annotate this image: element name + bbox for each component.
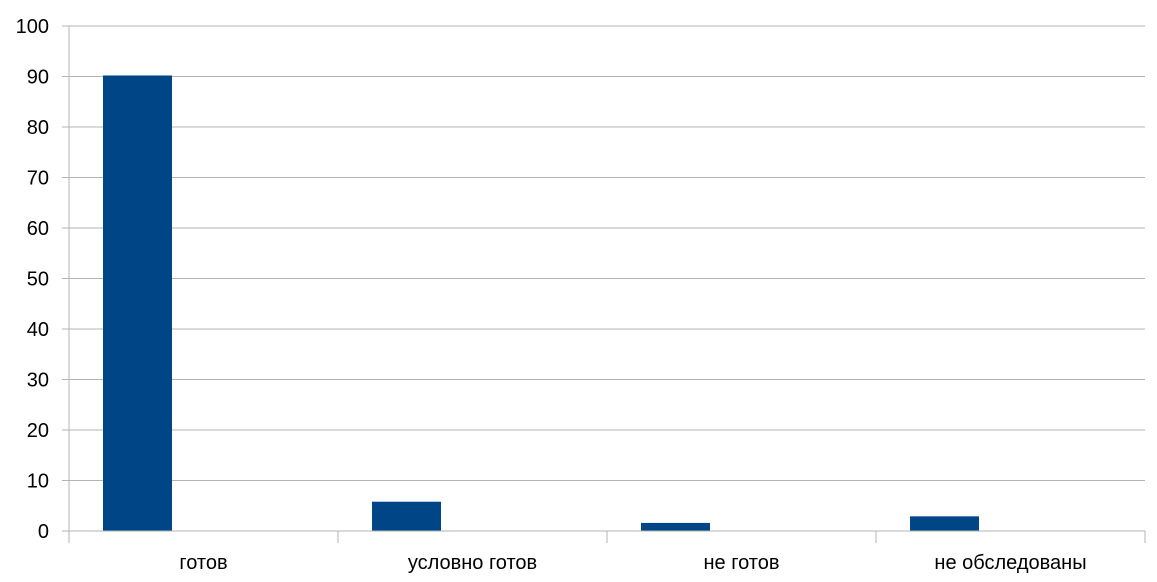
bars xyxy=(103,75,979,532)
bar xyxy=(910,516,979,531)
x-tick-label: не обследованы xyxy=(934,552,1086,574)
y-tick-label: 0 xyxy=(38,521,49,543)
tick-labels: 0 10 20 30 40 50 60 70 80 90 100 готов условно готов… xyxy=(16,16,1087,574)
axes xyxy=(62,25,1146,543)
y-tick-label: 80 xyxy=(27,117,49,139)
x-tick-label: не готов xyxy=(704,552,780,574)
x-tick-label: готов xyxy=(179,552,227,574)
bar xyxy=(372,501,441,531)
x-tick-label: условно готов xyxy=(408,552,537,574)
y-tick-label: 70 xyxy=(27,168,49,190)
y-tick-label: 90 xyxy=(27,67,49,89)
y-tick-label: 60 xyxy=(27,218,49,240)
y-tick-label: 10 xyxy=(27,471,49,493)
bar xyxy=(641,522,710,531)
bar xyxy=(103,75,172,532)
y-tick-label: 40 xyxy=(27,319,49,341)
y-tick-label: 50 xyxy=(27,269,49,291)
y-tick-label: 20 xyxy=(27,420,49,442)
gridlines xyxy=(69,25,1145,481)
y-tick-label: 100 xyxy=(16,16,49,38)
y-tick-label: 30 xyxy=(27,370,49,392)
